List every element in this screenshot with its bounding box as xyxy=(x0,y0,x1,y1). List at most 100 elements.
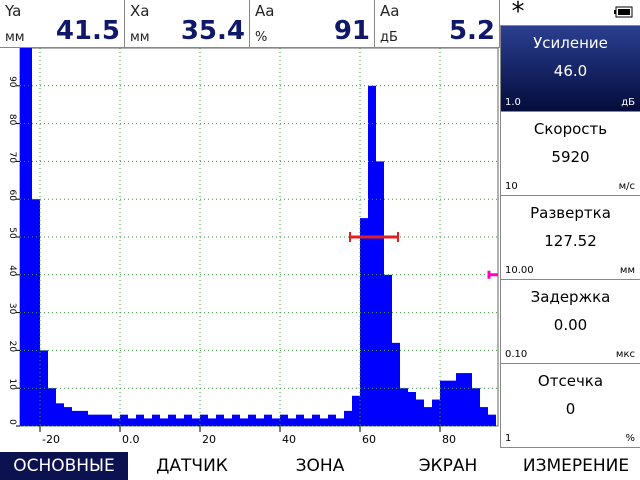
x-tick-label: 80 xyxy=(442,433,456,446)
signal-bar xyxy=(256,418,264,426)
param-box[interactable]: Усиление 46.0 1.0 дБ xyxy=(500,25,640,112)
signal-bar xyxy=(128,418,136,426)
param-box[interactable]: Развертка 127.52 10.00 мм xyxy=(500,195,640,280)
signal-bar xyxy=(88,414,96,426)
signal-bar xyxy=(480,407,488,426)
readout-label: Ya xyxy=(5,2,22,20)
signal-bar xyxy=(464,373,472,426)
signal-bar xyxy=(272,418,280,426)
signal-bar xyxy=(160,418,168,426)
x-tick-label: -20 xyxy=(42,433,60,446)
param-box[interactable]: Задержка 0.00 0.10 мкс xyxy=(500,279,640,364)
param-title: Отсечка xyxy=(537,372,604,390)
signal-bar xyxy=(376,161,384,426)
y-tick-label: 40 xyxy=(7,265,17,277)
tab[interactable]: ЗОНА xyxy=(295,456,345,476)
signal-bar xyxy=(136,414,144,426)
level-marker xyxy=(487,270,498,279)
readout-unit: % xyxy=(255,30,268,45)
param-title: Развертка xyxy=(530,204,611,222)
readout-value: 5.2 xyxy=(448,16,495,46)
signal-bar xyxy=(304,418,312,426)
signal-bar xyxy=(144,418,152,426)
signal-bar xyxy=(240,418,248,426)
plot-area xyxy=(19,48,499,427)
readout: Aa% 91 xyxy=(250,0,375,48)
param-title: Задержка xyxy=(530,288,611,306)
x-tick-label: 20 xyxy=(202,433,216,446)
signal-bar xyxy=(488,414,496,426)
y-tick-label: 80 xyxy=(7,114,17,126)
signal-bar xyxy=(328,414,336,426)
signal-bar xyxy=(472,388,480,426)
signal-bar xyxy=(288,418,296,426)
signal-bar xyxy=(320,418,328,426)
y-tick-label: 90 xyxy=(7,76,17,88)
readout-label: Aa xyxy=(380,2,400,20)
signal-bar xyxy=(80,410,88,426)
tab[interactable]: ДАТЧИК xyxy=(156,456,228,476)
readout-unit: мм xyxy=(5,30,25,45)
y-tick-label: 10 xyxy=(7,378,17,390)
signal-bar xyxy=(336,418,344,426)
x-tick-label: 40 xyxy=(282,433,296,446)
tab[interactable]: ОСНОВНЫЕ xyxy=(0,452,128,480)
y-tick-label: 50 xyxy=(7,227,17,239)
signal-bar xyxy=(440,380,448,426)
readout-value: 91 xyxy=(333,16,370,46)
tab[interactable]: ИЗМЕРЕНИЕ xyxy=(522,456,630,476)
param-step: 10.00 xyxy=(505,265,534,276)
signal-bar xyxy=(368,85,376,426)
readout: Xa мм 35.4 xyxy=(125,0,250,48)
signal-bar xyxy=(72,410,80,426)
signal-bar xyxy=(344,410,352,426)
signal-bar xyxy=(424,407,432,426)
param-value: 0 xyxy=(565,400,576,418)
signal-bar xyxy=(296,414,304,426)
signal-bar xyxy=(208,418,216,426)
signal-bar xyxy=(448,380,456,426)
param-step: 1 xyxy=(505,433,512,444)
tab[interactable]: ЭКРАН xyxy=(418,456,478,476)
signal-bar xyxy=(56,403,64,426)
readout: Ya мм 41.5 xyxy=(0,0,125,48)
signal-bar xyxy=(216,414,224,426)
signal-bar xyxy=(176,418,184,426)
signal-bar xyxy=(104,414,112,426)
signal-bar xyxy=(184,414,192,426)
signal-bar xyxy=(200,414,208,426)
signal-bar xyxy=(168,414,176,426)
param-title: Усиление xyxy=(533,34,608,52)
signal-bar xyxy=(264,414,272,426)
readout-unit: мм xyxy=(130,30,150,45)
param-step: 10 xyxy=(505,181,518,192)
signal-bar xyxy=(48,388,56,426)
param-unit: мм xyxy=(619,265,635,276)
param-unit: % xyxy=(625,433,635,444)
signal-bar xyxy=(400,388,408,426)
signal-bar xyxy=(248,414,256,426)
signal-bar xyxy=(280,414,288,426)
signal-bar xyxy=(360,218,368,426)
signal-bar xyxy=(112,418,120,426)
readout: Aa дБ 5.2 xyxy=(375,0,500,48)
signal-bar xyxy=(152,414,160,426)
param-value: 0.00 xyxy=(553,316,588,334)
signal-bar xyxy=(312,414,320,426)
signal-bar xyxy=(20,48,24,426)
signal-bar xyxy=(232,414,240,426)
param-value: 46.0 xyxy=(553,62,588,80)
x-tick-label: 60 xyxy=(362,433,376,446)
signal-bar xyxy=(352,395,360,426)
y-tick-label: 60 xyxy=(7,189,17,201)
y-tick-label: 0 xyxy=(7,419,17,425)
param-step: 0.10 xyxy=(505,349,528,360)
param-box[interactable]: Отсечка 0 1% xyxy=(500,363,640,448)
y-tick-label: 70 xyxy=(7,152,17,164)
param-box[interactable]: Скорость 5920 10 м/с xyxy=(500,111,640,196)
param-value: 5920 xyxy=(551,148,590,166)
param-unit: мкс xyxy=(615,349,635,360)
param-value: 127.52 xyxy=(544,232,597,250)
signal-bar xyxy=(416,399,424,426)
readout-value: 41.5 xyxy=(55,16,120,46)
